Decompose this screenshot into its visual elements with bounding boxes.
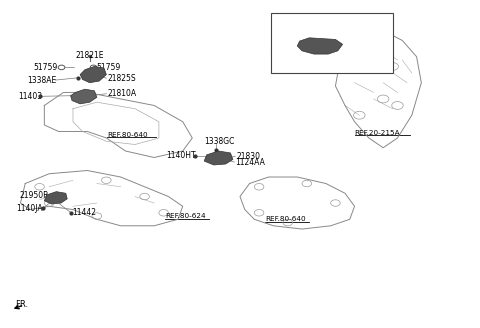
Text: 21830: 21830 bbox=[236, 152, 260, 161]
Text: 1140JA: 1140JA bbox=[16, 204, 42, 213]
Bar bbox=[271, 13, 393, 73]
Text: 11442: 11442 bbox=[72, 208, 96, 217]
Text: 21611B: 21611B bbox=[343, 37, 371, 43]
Text: 51759: 51759 bbox=[96, 63, 120, 72]
Text: 21821E: 21821E bbox=[75, 51, 104, 60]
Polygon shape bbox=[204, 151, 233, 165]
Text: 11403B: 11403B bbox=[275, 54, 302, 60]
Text: 1338GC: 1338GC bbox=[204, 137, 235, 146]
Polygon shape bbox=[297, 38, 343, 54]
Text: REF.80-640: REF.80-640 bbox=[108, 132, 148, 138]
Polygon shape bbox=[44, 192, 67, 204]
Polygon shape bbox=[71, 89, 97, 104]
Text: 11403: 11403 bbox=[18, 92, 42, 101]
Text: 21611B: 21611B bbox=[275, 38, 302, 44]
Text: FR.: FR. bbox=[15, 300, 28, 309]
Text: REF.80-640: REF.80-640 bbox=[265, 216, 306, 222]
Polygon shape bbox=[80, 67, 107, 83]
Text: 21825S: 21825S bbox=[108, 74, 136, 83]
Text: 1338AE: 1338AE bbox=[28, 75, 57, 85]
Text: 21670S: 21670S bbox=[284, 15, 313, 24]
Text: 11403C: 11403C bbox=[275, 47, 302, 52]
Text: 21810A: 21810A bbox=[108, 89, 136, 98]
Text: REF.80-624: REF.80-624 bbox=[165, 213, 206, 219]
Text: 51759: 51759 bbox=[34, 63, 58, 72]
Text: 1140HT: 1140HT bbox=[166, 151, 196, 160]
Text: 21950R: 21950R bbox=[20, 191, 49, 200]
Text: REF.20-215A: REF.20-215A bbox=[355, 130, 400, 136]
Text: 1124AA: 1124AA bbox=[235, 157, 265, 167]
